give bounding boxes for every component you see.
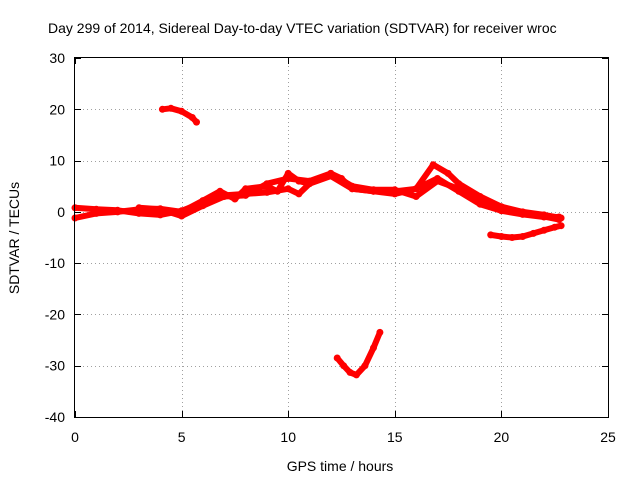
data-point	[429, 161, 437, 169]
data-point	[156, 211, 164, 219]
data-point	[216, 187, 224, 195]
x-tick-label: 0	[71, 429, 79, 445]
data-point	[158, 105, 166, 113]
x-tick-label: 25	[600, 429, 616, 445]
data-point	[135, 204, 143, 212]
data-point	[274, 187, 281, 195]
data-point	[263, 180, 271, 188]
data-traces	[71, 104, 565, 379]
data-point	[220, 193, 228, 200]
y-tick-label: -10	[45, 255, 65, 271]
data-point	[242, 191, 250, 199]
y-tick-label: 10	[49, 153, 65, 169]
data-point	[529, 229, 537, 237]
y-tick-label: -30	[45, 358, 65, 374]
data-point	[519, 209, 527, 217]
x-tick-label: 10	[280, 429, 296, 445]
data-point	[306, 177, 313, 185]
axis-ticks	[75, 58, 609, 418]
data-point	[284, 175, 292, 182]
data-point	[263, 188, 271, 196]
data-point	[557, 222, 565, 230]
data-point	[178, 107, 186, 115]
x-axis-label: GPS time / hours	[287, 458, 394, 474]
x-tick-labels: 0 5 10 15 20 25	[71, 429, 616, 445]
data-point	[433, 177, 441, 185]
data-point	[114, 208, 122, 216]
data-point	[370, 186, 377, 194]
data-point	[551, 223, 559, 231]
data-point	[333, 354, 341, 362]
data-point	[361, 362, 369, 370]
y-tick-labels: -40 -30 -20 -10 0 10 20 30	[45, 50, 65, 425]
data-point	[327, 169, 335, 177]
data-point	[340, 362, 348, 370]
data-point	[497, 233, 505, 240]
data-point	[376, 328, 384, 336]
data-point	[346, 368, 354, 376]
data-point	[497, 205, 505, 213]
data-point	[476, 195, 484, 203]
data-point	[242, 185, 250, 193]
data-point	[193, 118, 200, 126]
data-point	[199, 202, 207, 210]
data-point	[412, 193, 420, 200]
y-tick-label: 20	[49, 101, 65, 117]
y-tick-label: -40	[45, 409, 65, 425]
data-point	[92, 209, 100, 217]
chart-title: Day 299 of 2014, Sidereal Day-to-day VTE…	[48, 20, 557, 36]
data-point	[555, 216, 563, 223]
data-point	[284, 169, 292, 177]
data-point	[487, 231, 495, 239]
data-point	[352, 371, 360, 379]
y-tick-label: 0	[57, 204, 65, 220]
data-point	[508, 234, 516, 241]
data-point	[412, 185, 420, 193]
data-point	[188, 114, 196, 121]
data-point	[295, 190, 303, 198]
y-tick-label: 30	[49, 50, 65, 66]
data-point	[156, 205, 164, 213]
x-tick-label: 5	[178, 429, 186, 445]
data-point	[519, 233, 527, 240]
data-point	[370, 344, 377, 352]
data-point	[178, 212, 186, 220]
data-point	[540, 226, 548, 234]
plot-frame	[74, 57, 609, 418]
data-point	[284, 185, 292, 193]
data-point	[391, 186, 399, 194]
x-tick-label: 15	[387, 429, 403, 445]
data-point	[540, 213, 548, 220]
data-point	[455, 185, 463, 193]
x-tick-label: 20	[494, 429, 510, 445]
data-point	[348, 182, 356, 190]
data-point	[444, 169, 452, 177]
y-axis-label: SDTVAR / TECUs	[6, 182, 22, 294]
y-tick-label: -20	[45, 306, 65, 322]
data-point	[167, 104, 175, 112]
